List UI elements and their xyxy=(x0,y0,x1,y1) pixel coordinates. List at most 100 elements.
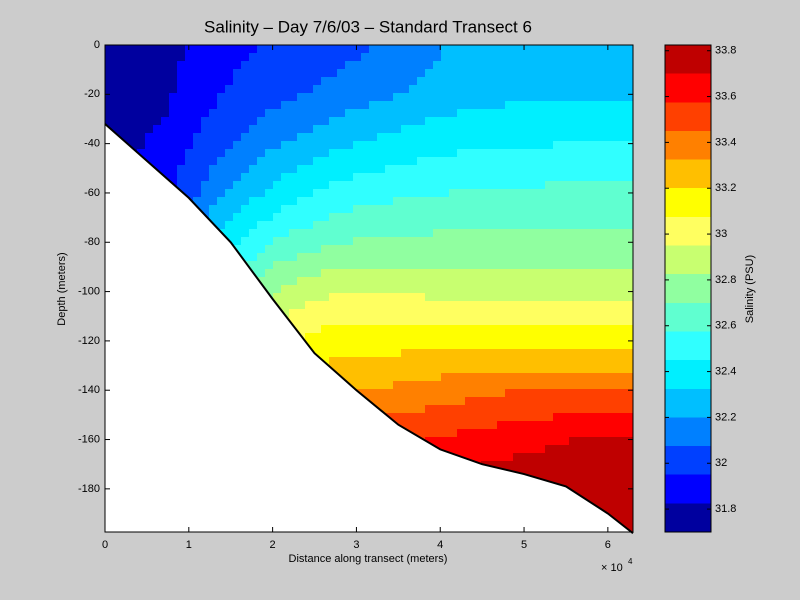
contour-cell xyxy=(449,157,458,166)
contour-cell xyxy=(497,397,506,406)
contour-cell xyxy=(521,205,530,214)
contour-cell xyxy=(177,61,186,70)
contour-cell xyxy=(497,85,506,94)
contour-cell xyxy=(473,301,482,310)
contour-cell xyxy=(529,181,538,190)
contour-cell xyxy=(577,229,586,238)
contour-cell xyxy=(609,149,618,158)
contour-cell xyxy=(561,101,570,110)
contour-cell xyxy=(609,133,618,142)
contour-cell xyxy=(609,213,618,222)
contour-cell xyxy=(137,125,146,134)
contour-cell xyxy=(249,109,258,118)
contour-cell xyxy=(505,421,514,430)
contour-cell xyxy=(209,69,218,78)
contour-cell xyxy=(529,405,538,414)
contour-cell xyxy=(617,453,626,462)
contour-cell xyxy=(625,469,634,478)
contour-cell xyxy=(385,381,394,390)
contour-cell xyxy=(225,61,234,70)
contour-cell xyxy=(473,45,482,54)
contour-cell xyxy=(561,173,570,182)
contour-cell xyxy=(169,125,178,134)
y-tick-label: -120 xyxy=(78,335,100,347)
contour-cell xyxy=(473,381,482,390)
contour-cell xyxy=(545,61,554,70)
contour-cell xyxy=(409,149,418,158)
contour-cell xyxy=(361,245,370,254)
contour-cell xyxy=(537,101,546,110)
contour-cell xyxy=(449,173,458,182)
contour-cell xyxy=(409,157,418,166)
contour-cell xyxy=(161,77,170,86)
contour-cell xyxy=(417,421,426,430)
contour-cell xyxy=(545,165,554,174)
contour-cell xyxy=(609,341,618,350)
contour-cell xyxy=(489,221,498,230)
contour-cell xyxy=(433,69,442,78)
contour-cell xyxy=(361,309,370,318)
contour-cell xyxy=(337,365,346,374)
contour-cell xyxy=(409,133,418,142)
contour-cell xyxy=(521,69,530,78)
contour-cell xyxy=(617,445,626,454)
contour-cell xyxy=(377,277,386,286)
contour-cell xyxy=(505,437,514,446)
contour-cell xyxy=(385,269,394,278)
contour-cell xyxy=(545,277,554,286)
contour-cell xyxy=(329,101,338,110)
contour-cell xyxy=(553,453,562,462)
contour-cell xyxy=(521,189,530,198)
contour-cell xyxy=(321,269,330,278)
contour-cell xyxy=(281,173,290,182)
contour-cell xyxy=(233,101,242,110)
contour-cell xyxy=(273,189,282,198)
contour-cell xyxy=(569,301,578,310)
contour-cell xyxy=(377,69,386,78)
contour-cell xyxy=(193,189,202,198)
contour-cell xyxy=(521,109,530,118)
contour-cell xyxy=(353,213,362,222)
contour-cell xyxy=(513,389,522,398)
contour-cell xyxy=(297,61,306,70)
contour-cell xyxy=(489,437,498,446)
contour-cell xyxy=(393,205,402,214)
contour-cell xyxy=(561,85,570,94)
contour-cell xyxy=(169,93,178,102)
contour-cell xyxy=(505,277,514,286)
contour-cell xyxy=(233,157,242,166)
contour-cell xyxy=(249,189,258,198)
contour-cell xyxy=(409,213,418,222)
contour-cell xyxy=(137,61,146,70)
contour-cell xyxy=(161,61,170,70)
contour-cell xyxy=(305,85,314,94)
contour-cell xyxy=(361,109,370,118)
contour-cell xyxy=(489,149,498,158)
contour-cell xyxy=(345,285,354,294)
contour-cell xyxy=(617,493,626,502)
contour-cell xyxy=(497,221,506,230)
contour-cell xyxy=(601,477,610,486)
contour-cell xyxy=(529,461,538,470)
contour-cell xyxy=(505,157,514,166)
contour-cell xyxy=(209,133,218,142)
contour-cell xyxy=(377,61,386,70)
contour-cell xyxy=(289,285,298,294)
contour-cell xyxy=(617,85,626,94)
contour-cell xyxy=(377,77,386,86)
contour-cell xyxy=(137,149,146,158)
contour-cell xyxy=(593,197,602,206)
contour-cell xyxy=(625,525,634,533)
contour-cell xyxy=(153,61,162,70)
contour-cell xyxy=(377,349,386,358)
contour-cell xyxy=(457,77,466,86)
contour-cell xyxy=(521,117,530,126)
contour-cell xyxy=(473,197,482,206)
contour-cell xyxy=(377,237,386,246)
contour-cell xyxy=(497,413,506,422)
contour-cell xyxy=(353,373,362,382)
contour-cell xyxy=(473,373,482,382)
contour-cell xyxy=(225,229,234,238)
contour-cell xyxy=(497,69,506,78)
contour-cell xyxy=(289,61,298,70)
